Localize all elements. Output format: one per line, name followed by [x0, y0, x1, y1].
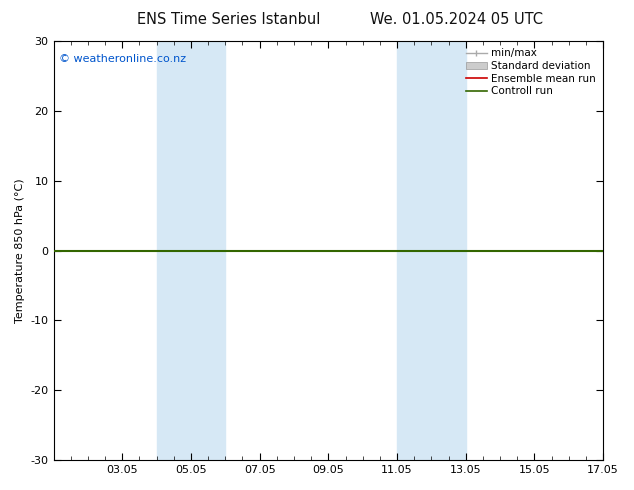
Legend: min/max, Standard deviation, Ensemble mean run, Controll run: min/max, Standard deviation, Ensemble me… [464, 46, 598, 98]
Y-axis label: Temperature 850 hPa (°C): Temperature 850 hPa (°C) [15, 178, 25, 323]
Bar [397, 41, 466, 460]
Text: We. 01.05.2024 05 UTC: We. 01.05.2024 05 UTC [370, 12, 543, 27]
Text: ENS Time Series Istanbul: ENS Time Series Istanbul [136, 12, 320, 27]
Bar [157, 41, 225, 460]
Text: © weatheronline.co.nz: © weatheronline.co.nz [59, 53, 186, 64]
